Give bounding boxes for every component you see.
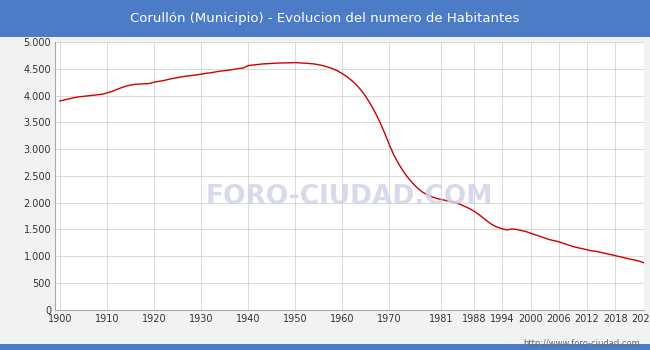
Text: Corullón (Municipio) - Evolucion del numero de Habitantes: Corullón (Municipio) - Evolucion del num… [130,12,520,25]
Text: FORO-CIUDAD.COM: FORO-CIUDAD.COM [205,184,493,210]
Text: http://www.foro-ciudad.com: http://www.foro-ciudad.com [523,339,640,348]
